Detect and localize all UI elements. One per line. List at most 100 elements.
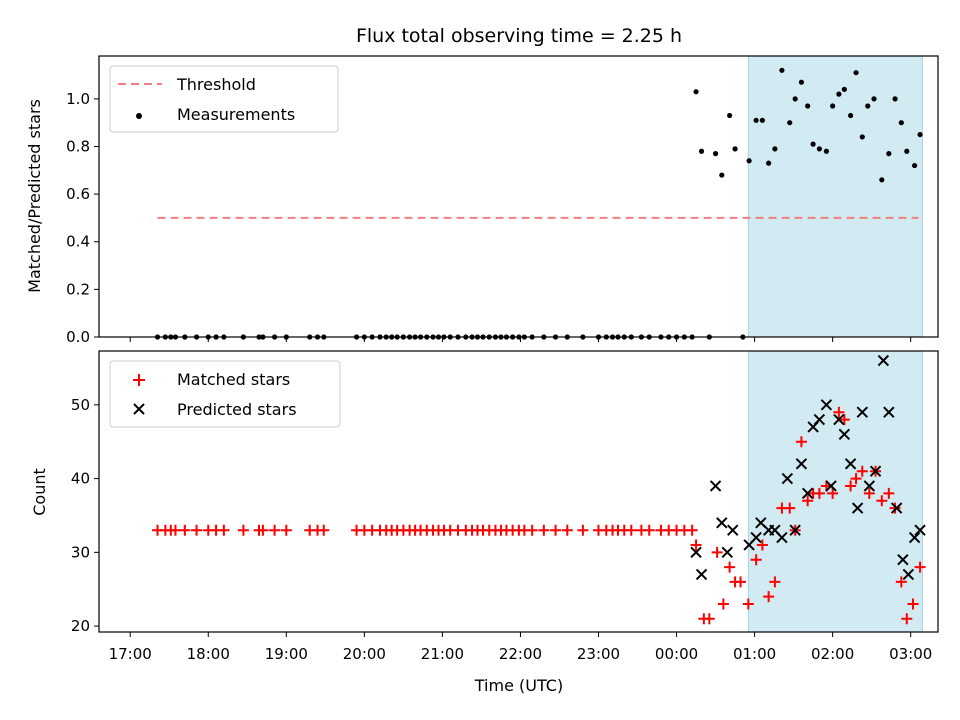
matched-stars-points bbox=[152, 406, 926, 625]
y-tick-label: 20 bbox=[71, 617, 90, 635]
matched-star-point bbox=[763, 591, 775, 603]
matched-star-point bbox=[625, 524, 637, 536]
predicted-star-point bbox=[820, 399, 833, 411]
matched-star-point bbox=[257, 524, 269, 536]
top-axes-frame bbox=[98, 55, 939, 338]
matched-star-point bbox=[795, 436, 807, 448]
top-y-axis-label: Matched/Predicted stars bbox=[25, 99, 44, 293]
matched-star-point bbox=[169, 524, 181, 536]
matched-star-point bbox=[538, 524, 550, 536]
predicted-star-point bbox=[877, 354, 890, 367]
matched-star-point bbox=[237, 524, 249, 536]
matched-star-point bbox=[269, 524, 281, 536]
predicted-star-point bbox=[863, 480, 876, 492]
predicted-star-point bbox=[897, 554, 909, 566]
predicted-star-point bbox=[709, 480, 722, 492]
predicted-star-point bbox=[813, 413, 826, 426]
predicted-star-point bbox=[844, 458, 857, 470]
x-tick-label: 00:00 bbox=[655, 645, 698, 663]
predicted-star-point bbox=[869, 465, 882, 477]
predicted-star-point bbox=[795, 458, 808, 470]
matched-star-point bbox=[561, 524, 573, 536]
matched-star-point bbox=[850, 473, 862, 485]
x-tick-label: 03:00 bbox=[889, 645, 932, 663]
measurements-legend-marker bbox=[136, 113, 142, 119]
measurement-point bbox=[779, 67, 785, 73]
predicted-star-point bbox=[776, 531, 788, 544]
chart-title: Flux total observing time = 2.25 h bbox=[356, 25, 682, 47]
y-tick-label: 0.0 bbox=[66, 328, 90, 346]
measurement-point bbox=[727, 112, 733, 119]
measurement-point bbox=[865, 103, 871, 109]
predicted-star-point bbox=[721, 546, 733, 559]
measurement-point bbox=[886, 151, 892, 157]
matched-star-point bbox=[703, 613, 715, 625]
predicted-star-point bbox=[825, 480, 837, 492]
measurement-point bbox=[816, 146, 822, 152]
measurement-point bbox=[698, 148, 705, 154]
top-shaded-span bbox=[747, 55, 923, 338]
matched-star-point bbox=[756, 539, 768, 551]
measurement-point bbox=[810, 141, 816, 147]
matched-star-point bbox=[735, 576, 747, 588]
predicted-star-point bbox=[914, 524, 926, 536]
matched-star-point bbox=[711, 546, 723, 558]
y-tick-label: 0.2 bbox=[66, 280, 90, 298]
matched-star-point bbox=[914, 561, 926, 573]
predicted-star-point bbox=[789, 524, 801, 536]
matched-star-point bbox=[526, 524, 538, 536]
bottom-y-ticks: 20 30 40 50 bbox=[71, 396, 99, 635]
x-tick-label: 02:00 bbox=[811, 645, 854, 663]
matched-star-point bbox=[318, 524, 330, 536]
predicted-star-point bbox=[838, 428, 851, 441]
y-tick-label: 0.8 bbox=[66, 137, 90, 155]
predicted-stars-legend-marker bbox=[133, 403, 145, 415]
measurement-point bbox=[879, 177, 885, 183]
matched-star-point bbox=[802, 495, 814, 507]
measurement-point bbox=[693, 89, 699, 95]
measurement-point bbox=[746, 158, 752, 164]
measurement-point bbox=[830, 103, 836, 109]
predicted-star-point bbox=[781, 472, 794, 485]
bottom-legend-box bbox=[109, 360, 341, 428]
measurement-point bbox=[766, 160, 772, 166]
matched-star-point bbox=[813, 487, 825, 499]
measurement-point bbox=[732, 146, 738, 152]
matched-star-point bbox=[856, 465, 868, 477]
measurement-point bbox=[853, 70, 859, 76]
matched-star-point bbox=[690, 539, 702, 551]
top-x-ticks bbox=[129, 337, 912, 342]
matched-stars-legend-label: Matched stars bbox=[177, 370, 290, 389]
measurement-point bbox=[712, 151, 719, 157]
y-tick-label: 0.6 bbox=[66, 185, 90, 203]
measurement-point bbox=[892, 96, 898, 102]
predicted-star-point bbox=[690, 546, 702, 559]
top-panel: 0.0 0.2 0.4 0.6 0.8 1.0 Matched/Predicted sta… bbox=[25, 55, 939, 346]
matched-star-point bbox=[827, 487, 839, 499]
matched-stars-legend-marker bbox=[133, 374, 145, 386]
measurements-legend-label: Measurements bbox=[177, 105, 295, 124]
bottom-y-axis-label: Count bbox=[30, 468, 49, 516]
matched-star-point bbox=[769, 576, 781, 588]
matched-star-point bbox=[218, 524, 230, 536]
matched-star-point bbox=[724, 561, 736, 573]
measurement-point bbox=[772, 146, 778, 152]
top-legend: Threshold Measurements bbox=[109, 65, 339, 133]
predicted-star-point bbox=[902, 568, 915, 581]
matched-star-point bbox=[550, 524, 562, 536]
matched-star-point bbox=[889, 502, 901, 514]
x-tick-label: 19:00 bbox=[265, 645, 308, 663]
matched-star-point bbox=[883, 487, 895, 499]
measurement-point bbox=[787, 120, 793, 126]
predicted-star-point bbox=[908, 531, 921, 544]
measurement-point bbox=[917, 131, 923, 138]
predicted-stars-legend-label: Predicted stars bbox=[177, 400, 297, 419]
matched-star-point bbox=[191, 524, 203, 536]
y-tick-label: 40 bbox=[71, 470, 90, 488]
predicted-stars-points bbox=[690, 354, 926, 581]
measurement-point bbox=[871, 96, 877, 102]
measurement-point bbox=[753, 117, 759, 123]
measurement-point bbox=[805, 103, 811, 109]
matched-star-point bbox=[838, 414, 850, 426]
